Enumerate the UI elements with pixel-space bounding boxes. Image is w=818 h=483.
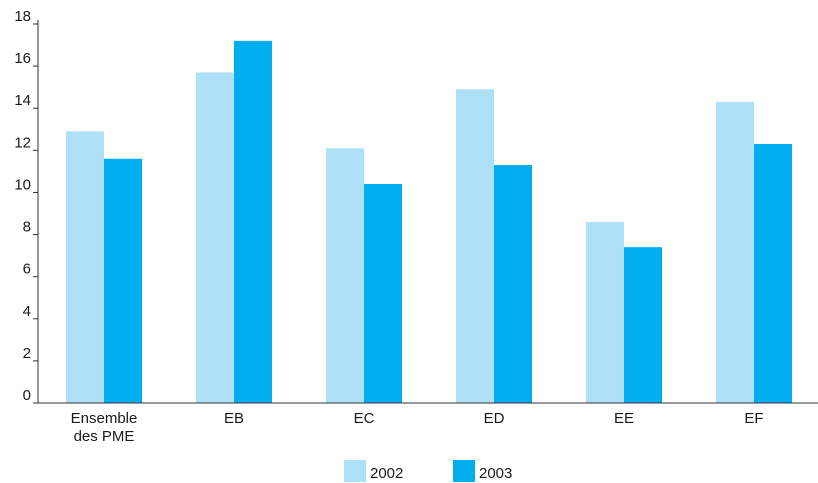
x-tick-label-line: Ensemble: [71, 410, 138, 427]
y-tick-label: 6: [23, 261, 31, 278]
y-tick-label: 2: [23, 345, 31, 362]
bar-2003-1: [234, 40, 272, 403]
x-tick-label-line: ED: [484, 410, 505, 427]
bar-2002-3: [456, 89, 494, 404]
bars-layer: [66, 40, 792, 404]
legend-swatch-2002: [344, 460, 366, 482]
bar-2002-0: [66, 131, 104, 403]
x-tick-label: EB: [224, 410, 244, 427]
bar-2003-2: [364, 184, 402, 403]
legend-swatch-2003: [453, 460, 475, 482]
bar-2003-4: [624, 247, 662, 403]
x-tick-label: EE: [614, 410, 634, 427]
y-tick-label: 14: [14, 92, 31, 109]
x-tick-label: EC: [354, 410, 375, 427]
x-tick-label-line: des PME: [74, 428, 135, 445]
y-tick-label: 16: [14, 50, 31, 67]
x-tick-label-line: EB: [224, 410, 244, 427]
y-tick-label: 18: [14, 8, 31, 25]
bar-2002-1: [196, 72, 234, 403]
bar-2002-5: [716, 101, 754, 404]
bar-2003-0: [104, 158, 142, 403]
x-tick-label: EF: [744, 410, 763, 427]
x-tick-label-line: EF: [744, 410, 763, 427]
x-tick-label: Ensemble des PME: [71, 410, 138, 445]
legend-label: 2002: [370, 465, 403, 482]
x-tick-label-line: EE: [614, 410, 634, 427]
y-tick-label: 4: [23, 303, 31, 320]
bar-2003-5: [754, 144, 792, 403]
legend-label: 2003: [479, 465, 512, 482]
y-tick-label: 12: [14, 134, 31, 151]
axes-layer: 0 2 4 6 8 10 12 14 16 18 Ensemble des PME EB EC ED EE EF: [14, 8, 818, 445]
y-tick-label: 0: [23, 387, 31, 404]
y-tick-label: 10: [14, 176, 31, 193]
bar-2002-2: [326, 148, 364, 403]
bar-2003-3: [494, 165, 532, 403]
bar-2002-4: [586, 221, 624, 403]
legend: 2002 2003: [344, 460, 512, 482]
y-tick-label: 8: [23, 219, 31, 236]
x-tick-label-line: EC: [354, 410, 375, 427]
x-tick-label: ED: [484, 410, 505, 427]
